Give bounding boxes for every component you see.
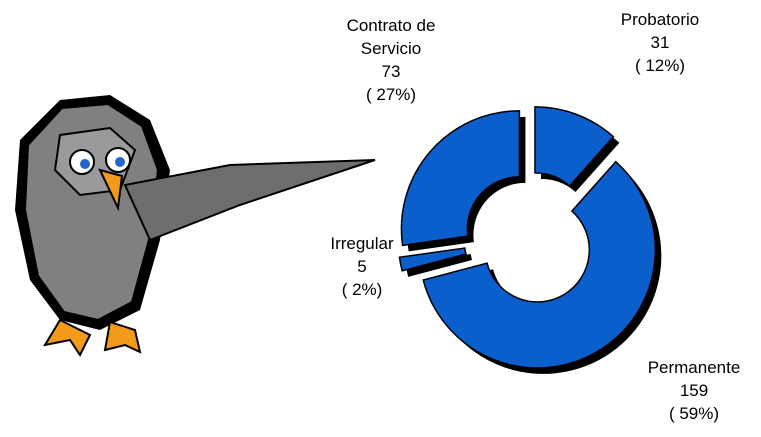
value-label: 73 bbox=[381, 62, 401, 81]
slice bbox=[534, 106, 615, 188]
percent-label: ( 27%) bbox=[365, 85, 417, 104]
slice bbox=[400, 110, 521, 247]
slice-label: Permanente 159 ( 59%) bbox=[629, 356, 759, 425]
percent-label: ( 59%) bbox=[668, 404, 720, 423]
owl-clipart bbox=[15, 95, 376, 357]
slice-label: Contrato de Servicio 73 ( 27%) bbox=[331, 14, 451, 106]
value-label: 31 bbox=[650, 33, 670, 52]
slice-label: Irregular 5 ( 2%) bbox=[312, 232, 412, 301]
percent-label: ( 12%) bbox=[634, 56, 686, 75]
slice bbox=[422, 160, 657, 369]
slice-shadow bbox=[405, 254, 472, 277]
category-label: Probatorio bbox=[620, 10, 700, 29]
value-label: 5 bbox=[357, 257, 367, 276]
value-label: 159 bbox=[679, 381, 709, 400]
category-label: Irregular bbox=[330, 234, 394, 253]
category-label: Contrato de Servicio bbox=[346, 16, 436, 58]
slice bbox=[398, 247, 467, 272]
percent-label: ( 2%) bbox=[341, 280, 383, 299]
category-label: Permanente bbox=[647, 358, 741, 377]
slice-label: Probatorio 31 ( 12%) bbox=[600, 8, 720, 77]
